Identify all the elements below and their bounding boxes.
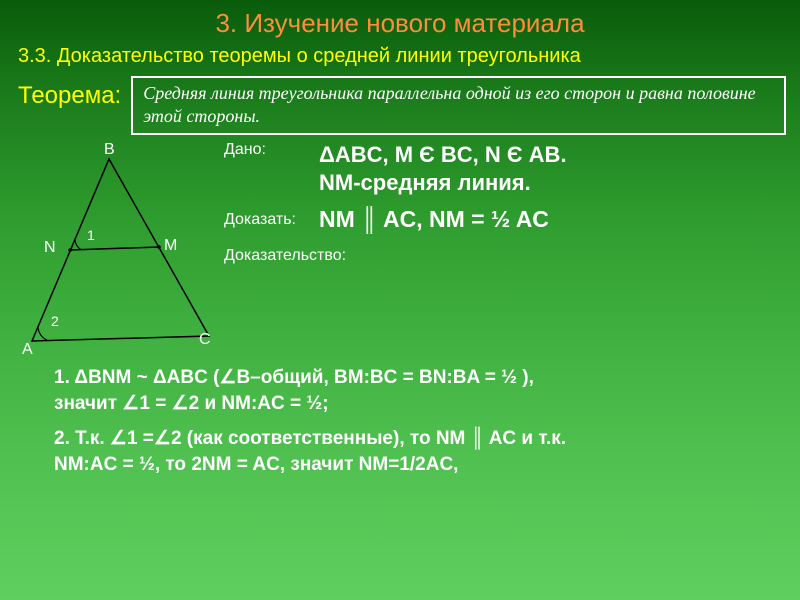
- angle-2-label: 2: [51, 313, 59, 329]
- proof-label: Доказательство:: [224, 247, 790, 265]
- proof-step1: 1. ΔBNM ~ ΔABC (∠B–общий, BM:BC = BN:BA …: [54, 367, 534, 388]
- vertex-b-label: B: [104, 141, 115, 159]
- theorem-row: Теорема: Средняя линия треугольника пара…: [0, 68, 800, 135]
- content-row: B A C N M 1 2 Дано: ΔABC, M Є BC, N Є AB…: [0, 135, 800, 361]
- subtitle: 3.3. Доказательство теоремы о средней ли…: [0, 39, 800, 68]
- main-title: 3. Изучение нового материала: [0, 0, 800, 39]
- given-row: Дано: ΔABC, M Є BC, N Є AB. NM-средняя л…: [224, 141, 790, 196]
- angle-1-label: 1: [87, 227, 95, 243]
- prove-text: NM ║ AC, NM = ½ AC: [319, 206, 549, 233]
- vertex-m-label: M: [164, 237, 177, 255]
- vertex-c-label: C: [199, 331, 211, 349]
- text-column: Дано: ΔABC, M Є BC, N Є AB. NM-средняя л…: [224, 141, 790, 361]
- theorem-label: Теорема:: [18, 76, 121, 110]
- given-label: Дано:: [224, 141, 319, 159]
- theorem-statement: Средняя линия треугольника параллельна о…: [131, 76, 786, 135]
- proof-step2b: NM:AC = ½, то 2NM = AC, значит NM=1/2AC,: [54, 454, 458, 475]
- vertex-a-label: A: [22, 341, 33, 359]
- proof-steps: 1. ΔBNM ~ ΔABC (∠B–общий, BM:BC = BN:BA …: [0, 361, 800, 478]
- prove-label: Доказать:: [224, 211, 319, 229]
- given-line1: ΔABC, M Є BC, N Є AB.: [319, 142, 567, 167]
- given-text: ΔABC, M Є BC, N Є AB. NM-средняя линия.: [319, 141, 567, 196]
- proof-step1b: значит ∠1 = ∠2 и NM:AC = ½;: [54, 393, 329, 414]
- triangle-diagram: B A C N M 1 2: [14, 141, 224, 361]
- prove-row: Доказать: NM ║ AC, NM = ½ AC: [224, 206, 790, 233]
- given-line2: NM-средняя линия.: [319, 170, 531, 195]
- proof-step2: 2. Т.к. ∠1 =∠2 (как соответственные), то…: [54, 428, 566, 449]
- vertex-n-label: N: [44, 239, 56, 257]
- diagram-column: B A C N M 1 2: [14, 141, 224, 361]
